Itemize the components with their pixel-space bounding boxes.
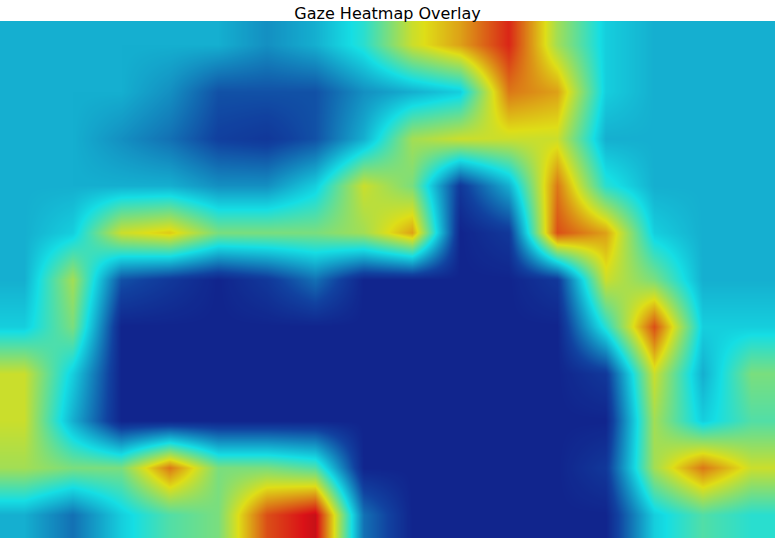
svg-text:Gaze Heatmap Overlay: Gaze Heatmap Overlay xyxy=(294,4,480,23)
